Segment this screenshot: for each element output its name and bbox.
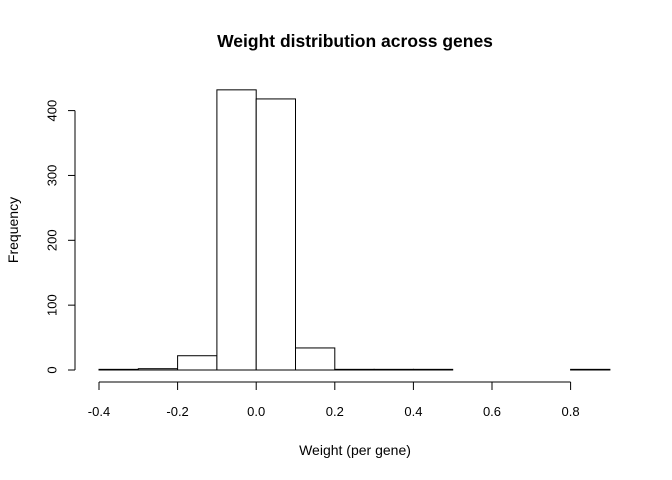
x-tick-label: 0.8 (562, 404, 580, 419)
histogram-bar (334, 368, 375, 371)
x-tick-label: 0.4 (404, 404, 422, 419)
histogram-bar (216, 89, 257, 371)
histogram-bar (295, 347, 336, 371)
histogram-bar (137, 368, 179, 371)
histogram-bar (570, 368, 611, 371)
x-tick-label: -0.2 (166, 404, 188, 419)
x-tick-label: 0.2 (326, 404, 344, 419)
x-tick-label: 0.0 (247, 404, 265, 419)
histogram-bar (255, 98, 297, 371)
histogram-bar (412, 368, 454, 371)
y-tick-label: 400 (44, 100, 59, 122)
histogram-bar (98, 368, 139, 371)
y-tick-label: 0 (44, 366, 59, 373)
y-tick-label: 100 (44, 294, 59, 316)
y-tick-label: 200 (44, 229, 59, 251)
histogram-bar (177, 355, 218, 371)
y-axis: 0 100 200 300 400 (44, 100, 76, 374)
bars-group (98, 89, 611, 371)
x-tick-label: 0.6 (483, 404, 501, 419)
y-tick-label: 300 (44, 165, 59, 187)
x-axis-label: Weight (per gene) (299, 442, 411, 458)
x-axis: -0.4 -0.2 0.0 0.2 0.4 0.6 0.8 (88, 381, 580, 419)
histogram-bar (373, 368, 414, 371)
x-tick-label: -0.4 (88, 404, 110, 419)
y-axis-label: Frequency (5, 197, 21, 263)
chart-title: Weight distribution across genes (217, 31, 493, 51)
